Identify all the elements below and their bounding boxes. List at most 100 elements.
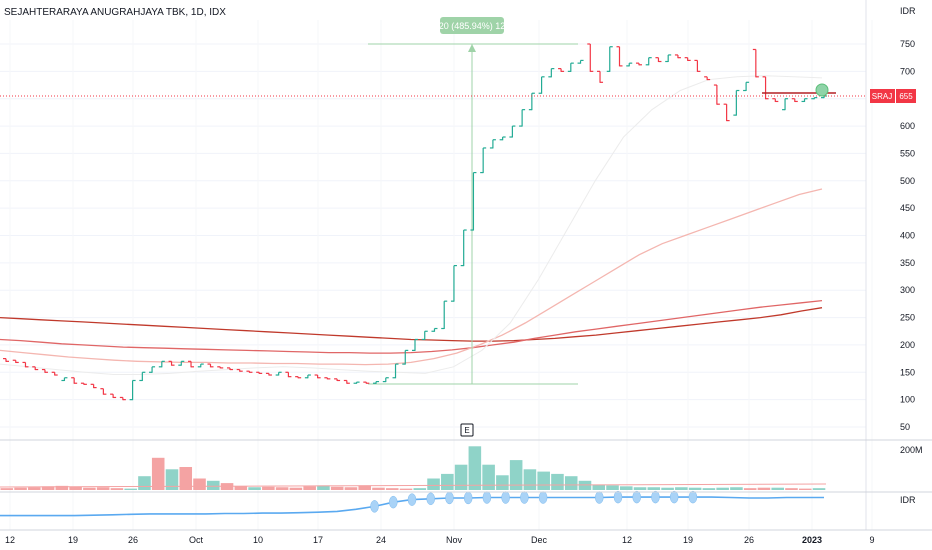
volume-bar — [413, 488, 427, 490]
ohlc-bar — [149, 366, 156, 373]
measure-label: 620 (485.94%) 124 — [434, 21, 511, 31]
volume-bar — [0, 488, 14, 490]
volume-bar — [193, 478, 206, 490]
obv-signal-dot — [463, 491, 473, 505]
price-axis[interactable]: 7507006506005505004504003503002502001501… — [900, 39, 915, 432]
ohlc-bar — [597, 70, 604, 83]
time-axis[interactable]: 12 19 26 Oct 10 17 24 Nov Dec 12 19 26 2023 9 — [5, 535, 875, 545]
ohlc-bar — [168, 360, 175, 366]
volume-bar — [564, 476, 578, 490]
last-price-badge — [896, 89, 916, 103]
volume-bar — [592, 484, 606, 490]
ohlc-bar — [139, 371, 146, 382]
earnings-marker[interactable]: E — [460, 423, 474, 437]
time-tick-label: 26 — [744, 535, 754, 545]
ohlc-bar — [295, 376, 302, 379]
ohlc-bar — [119, 396, 126, 401]
price-tick-label: 450 — [900, 203, 915, 213]
volume-bar — [509, 460, 523, 490]
earnings-label: E — [464, 426, 469, 435]
time-tick-label: 17 — [313, 535, 323, 545]
symbol-badge — [870, 89, 895, 103]
ohlc-bar — [41, 368, 48, 373]
ohlc-bar — [674, 54, 681, 59]
ohlc-bar — [285, 371, 292, 378]
ohlc-bar — [246, 370, 253, 373]
ohlc-bar — [412, 338, 418, 351]
volume-bar — [289, 487, 303, 490]
volume-bar — [702, 488, 716, 490]
volume-bar — [151, 457, 165, 490]
volume-bar — [730, 487, 743, 490]
chart-grid — [0, 20, 873, 530]
ohlc-bar — [421, 330, 428, 341]
volume-bar — [262, 486, 275, 490]
ohlc-bar — [694, 59, 701, 72]
measure-label-box — [440, 17, 504, 34]
volume-bar — [207, 480, 220, 490]
ohlc-bar — [558, 68, 565, 72]
volume-bar — [28, 487, 41, 490]
obv-signal-dot — [613, 490, 623, 504]
volume-bar — [537, 471, 550, 490]
volume-bar — [468, 446, 482, 490]
ohlc-bar — [762, 76, 769, 100]
currency-label: IDR — [900, 6, 916, 16]
chart-title: SEJAHTERARAYA ANUGRAHJAYA TBK, 1D, IDX — [4, 7, 226, 18]
ohlc-bar — [22, 361, 29, 368]
price-tick-label: 200 — [900, 340, 915, 350]
ohlc-bar — [801, 98, 808, 103]
volume-bar — [551, 473, 564, 490]
obv-signal-dot — [669, 490, 679, 504]
ohlc-bar — [519, 109, 526, 127]
volume-bar — [96, 487, 110, 490]
obv-signal-dot — [520, 491, 529, 504]
obv-signal-dot — [445, 491, 454, 505]
ohlc-bar — [110, 393, 117, 399]
volume-bar — [798, 488, 812, 490]
ohlc-bar — [704, 76, 711, 81]
ohlc-bar — [90, 383, 97, 389]
ohlc-bar — [363, 381, 370, 384]
volume-bars — [0, 446, 827, 490]
volume-bar — [317, 485, 330, 490]
volume-bar — [743, 488, 757, 490]
ohlc-bar — [577, 59, 584, 64]
ohlc-bar — [3, 358, 9, 362]
price-range-measure[interactable]: 620 (485.94%) 124 — [368, 17, 578, 385]
time-tick-label: 19 — [68, 535, 78, 545]
time-tick-label: Nov — [446, 535, 463, 545]
price-tick-label: 600 — [900, 121, 915, 131]
volume-ma-line — [0, 483, 827, 488]
volume-bar — [165, 469, 179, 490]
obv-signal-dot — [370, 500, 379, 513]
volume-bar — [358, 485, 371, 490]
price-tick-label: 250 — [900, 313, 915, 323]
ohlc-bar — [265, 372, 272, 376]
obv-signal-dot — [501, 491, 510, 504]
time-tick-label: Dec — [531, 535, 548, 545]
ohlc-bar — [645, 57, 652, 66]
volume-bar — [303, 486, 316, 490]
volume-bar — [427, 478, 440, 490]
obv-signal-dot — [389, 495, 398, 509]
volume-bar — [661, 487, 674, 490]
moving-average-layer — [0, 75, 823, 375]
volume-bar — [385, 488, 399, 490]
ohlc-bar — [392, 363, 399, 379]
ohlc-bar — [538, 76, 545, 94]
ohlc-bar — [61, 377, 68, 382]
volume-bar — [14, 487, 27, 490]
obv-signal-dot — [688, 490, 698, 504]
time-tick-label: Oct — [189, 535, 204, 545]
volume-bar — [771, 487, 784, 490]
time-tick-label: 9 — [869, 535, 874, 545]
ohlc-bar — [470, 171, 477, 231]
cursor-marker-icon[interactable] — [815, 83, 829, 97]
volume-bar — [785, 488, 798, 490]
moving-average-line — [0, 299, 823, 354]
obv-indicator — [0, 490, 824, 517]
time-tick-label: 19 — [683, 535, 693, 545]
ohlc-bar — [217, 366, 224, 369]
